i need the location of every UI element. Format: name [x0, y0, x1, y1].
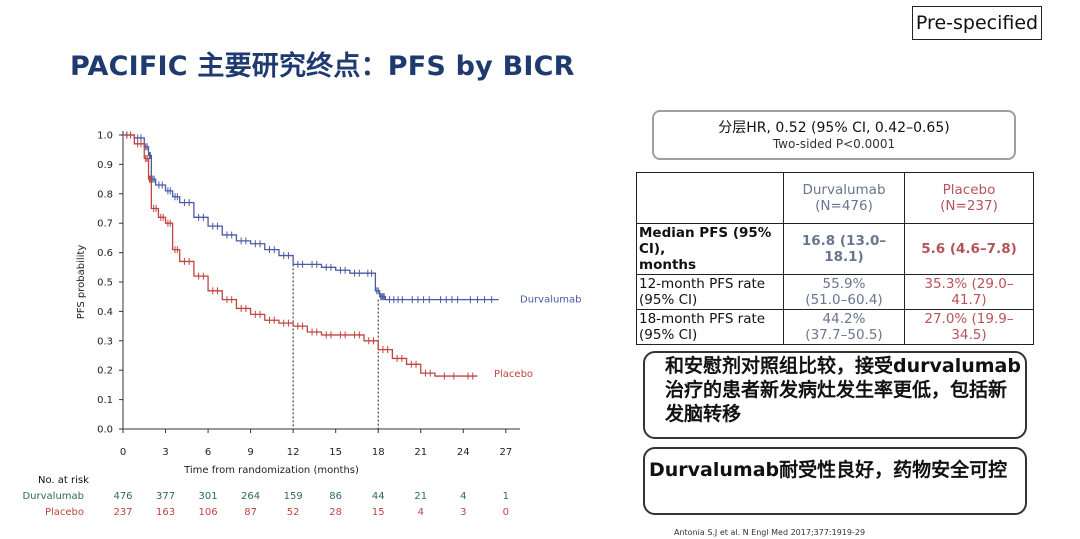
- row-label-line: months: [639, 257, 697, 273]
- at-risk-value: 476: [113, 491, 132, 502]
- y-tick-label: 0.6: [97, 248, 113, 259]
- table-row: Median PFS (95% CI), months 16.8 (13.0–1…: [636, 223, 1034, 275]
- table-header-row: Durvalumab (N=476) Placebo (N=237): [636, 172, 1034, 224]
- cell-value: 44.2%: [822, 311, 866, 327]
- at-risk-value: 377: [156, 491, 175, 502]
- x-tick-label: 12: [287, 447, 300, 458]
- row-label-line: (95% CI): [639, 327, 698, 343]
- km-curve-durvalumab: [123, 134, 499, 301]
- row-label-line: 18-month PFS rate: [639, 311, 766, 327]
- cell-durvalumab: 55.9% (51.0–60.4): [783, 274, 905, 310]
- at-risk-value: 106: [199, 507, 218, 518]
- at-risk-value: 28: [329, 507, 342, 518]
- at-risk-value: 1: [503, 491, 509, 502]
- at-risk-value: 3: [460, 507, 466, 518]
- y-tick-label: 0.0: [97, 425, 113, 436]
- p-value-text: Two-sided P<0.0001: [772, 137, 896, 151]
- y-axis-label: PFS probability: [76, 245, 87, 320]
- x-tick-label: 9: [247, 447, 253, 458]
- curve-label-placebo: Placebo: [494, 369, 533, 380]
- table-row: 18-month PFS rate (95% CI) 44.2% (37.7–5…: [636, 309, 1034, 345]
- at-risk-value: 4: [460, 491, 466, 502]
- table-row: 12-month PFS rate (95% CI) 55.9% (51.0–6…: [636, 274, 1034, 310]
- x-tick-label: 21: [414, 447, 427, 458]
- row-label-line: (95% CI): [639, 292, 698, 308]
- at-risk-value: 159: [284, 491, 303, 502]
- note-new-lesions: 和安慰剂对照组比较，接受durvalumab治疗的患者新发病灶发生率更低，包括新…: [643, 351, 1027, 439]
- km-curve-placebo: [123, 134, 478, 377]
- km-chart: 0.00.10.20.30.40.50.60.70.80.91.00 3 6 9 12 1…: [22, 131, 582, 519]
- cell-value: 55.9%: [822, 276, 866, 292]
- row-label-line: 12-month PFS rate: [639, 276, 766, 292]
- at-risk-value: 86: [329, 491, 342, 502]
- hazard-ratio-box: 分层HR, 0.52 (95% CI, 0.42–0.65) Two-sided…: [652, 110, 1016, 160]
- y-tick-label: 0.8: [97, 189, 113, 200]
- x-tick-label: 24: [457, 447, 470, 458]
- cell-ci: (51.0–60.4): [805, 292, 883, 308]
- x-tick-label: 6: [205, 447, 211, 458]
- row-label: 12-month PFS rate (95% CI): [636, 274, 784, 310]
- at-risk-value: 87: [244, 507, 257, 518]
- table-corner-cell: [636, 172, 784, 224]
- citation: Antonia S.J et al. N Engl Med 2017;377:1…: [674, 528, 866, 537]
- header-placebo-n: (N=237): [940, 198, 998, 214]
- y-tick-label: 0.1: [97, 395, 113, 406]
- x-tick-label: 3: [162, 447, 168, 458]
- y-tick-label: 0.4: [97, 307, 113, 318]
- page-title: PACIFIC 主要研究终点：PFS by BICR: [70, 51, 575, 82]
- at-risk-value: 52: [287, 507, 300, 518]
- y-tick-label: 0.9: [97, 160, 113, 171]
- cell-durvalumab: 44.2% (37.7–50.5): [783, 309, 905, 345]
- cell-durvalumab: 16.8 (13.0–18.1): [783, 223, 905, 275]
- at-risk-value: 4: [418, 507, 424, 518]
- at-risk-value: 163: [156, 507, 175, 518]
- row-label-line: Median PFS (95% CI),: [639, 225, 772, 257]
- hazard-ratio-text: 分层HR, 0.52 (95% CI, 0.42–0.65): [718, 120, 950, 136]
- x-tick-label: 0: [120, 447, 126, 458]
- note-tolerability: Durvalumab耐受性良好，药物安全可控: [643, 447, 1027, 515]
- at-risk-value: 0: [503, 507, 509, 518]
- row-label: Median PFS (95% CI), months: [636, 223, 784, 275]
- row-label: 18-month PFS rate (95% CI): [636, 309, 784, 345]
- y-tick-label: 0.3: [97, 336, 113, 347]
- curve-label-durvalumab: Durvalumab: [520, 295, 582, 306]
- at-risk-title: No. at risk: [38, 475, 89, 486]
- y-tick-label: 0.5: [97, 278, 113, 289]
- at-risk-row-name: Durvalumab: [22, 491, 84, 502]
- x-axis-label: Time from randomization (months): [183, 465, 359, 476]
- at-risk-value: 21: [414, 491, 427, 502]
- y-tick-label: 0.7: [97, 219, 113, 230]
- at-risk-value: 44: [372, 491, 385, 502]
- at-risk-row-name: Placebo: [45, 507, 84, 518]
- header-placebo-name: Placebo: [942, 182, 996, 198]
- cell-ci: (37.7–50.5): [805, 327, 883, 343]
- header-durvalumab-name: Durvalumab: [802, 182, 886, 198]
- pre-specified-badge: Pre-specified: [912, 6, 1042, 40]
- header-durvalumab-n: (N=476): [815, 198, 873, 214]
- y-tick-label: 0.2: [97, 366, 113, 377]
- x-tick-label: 18: [372, 447, 385, 458]
- header-durvalumab: Durvalumab (N=476): [783, 172, 905, 224]
- at-risk-value: 264: [241, 491, 260, 502]
- cell-placebo: 35.3% (29.0–41.7): [904, 274, 1034, 310]
- cell-placebo: 27.0% (19.9–34.5): [904, 309, 1034, 345]
- x-tick-label: 15: [329, 447, 342, 458]
- header-placebo: Placebo (N=237): [904, 172, 1034, 224]
- y-tick-label: 1.0: [97, 131, 113, 142]
- at-risk-value: 15: [372, 507, 385, 518]
- at-risk-value: 301: [199, 491, 218, 502]
- at-risk-value: 237: [113, 507, 132, 518]
- results-table: Durvalumab (N=476) Placebo (N=237) Media…: [636, 172, 1034, 345]
- x-tick-label: 27: [499, 447, 512, 458]
- cell-placebo: 5.6 (4.6–7.8): [904, 223, 1034, 275]
